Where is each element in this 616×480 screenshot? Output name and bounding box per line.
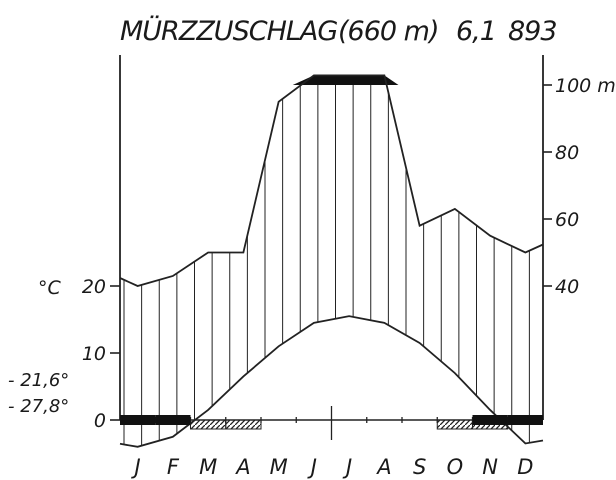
month-label: J: [307, 455, 317, 479]
right-axis-tick-label: 40: [555, 276, 579, 298]
month-label: F: [167, 455, 180, 479]
right-axis-tick-label: 100 mm: [555, 75, 616, 97]
absolute-frost-bar: [225, 419, 262, 430]
left-axis-tick-label: 0: [94, 410, 106, 432]
absolute-frost-bar: [436, 419, 473, 430]
chart-title-station: MÜRZZUSCHLAG: [120, 15, 337, 47]
precipitation-above-100-fill: [292, 75, 399, 85]
absolute-frost-bar: [190, 419, 227, 430]
month-label: N: [482, 455, 498, 479]
left-axis-tick-label: 20: [82, 276, 106, 298]
precipitation-curve: [119, 74, 544, 287]
extreme-mean-daily-min: - 21,6°: [8, 370, 69, 391]
chart-title-mean-temperature: 6,1: [456, 16, 496, 47]
month-label: M: [270, 455, 288, 479]
month-label: M: [199, 455, 217, 479]
month-label: A: [234, 455, 250, 479]
right-axis-tick-label: 60: [555, 209, 579, 231]
mean-frost-bar: [155, 415, 191, 425]
left-axis-tick-label: 10: [82, 343, 106, 365]
chart-title-elevation: (660 m): [338, 16, 439, 47]
chart-title-annual-precipitation: 893: [508, 16, 557, 47]
month-label: O: [447, 455, 464, 479]
mean-frost-bar: [472, 415, 508, 425]
right-axis-tick-label: 80: [555, 142, 579, 164]
month-label: J: [342, 455, 352, 479]
mean-frost-bar: [120, 415, 156, 425]
left-axis-unit-label: °C: [38, 277, 62, 299]
mean-frost-bar: [507, 415, 543, 425]
extreme-absolute-min: - 27,8°: [8, 396, 69, 417]
month-label: J: [131, 455, 141, 479]
month-label: S: [413, 455, 426, 479]
month-label: A: [375, 455, 391, 479]
temperature-curve: [119, 315, 544, 448]
month-label: D: [517, 455, 533, 479]
